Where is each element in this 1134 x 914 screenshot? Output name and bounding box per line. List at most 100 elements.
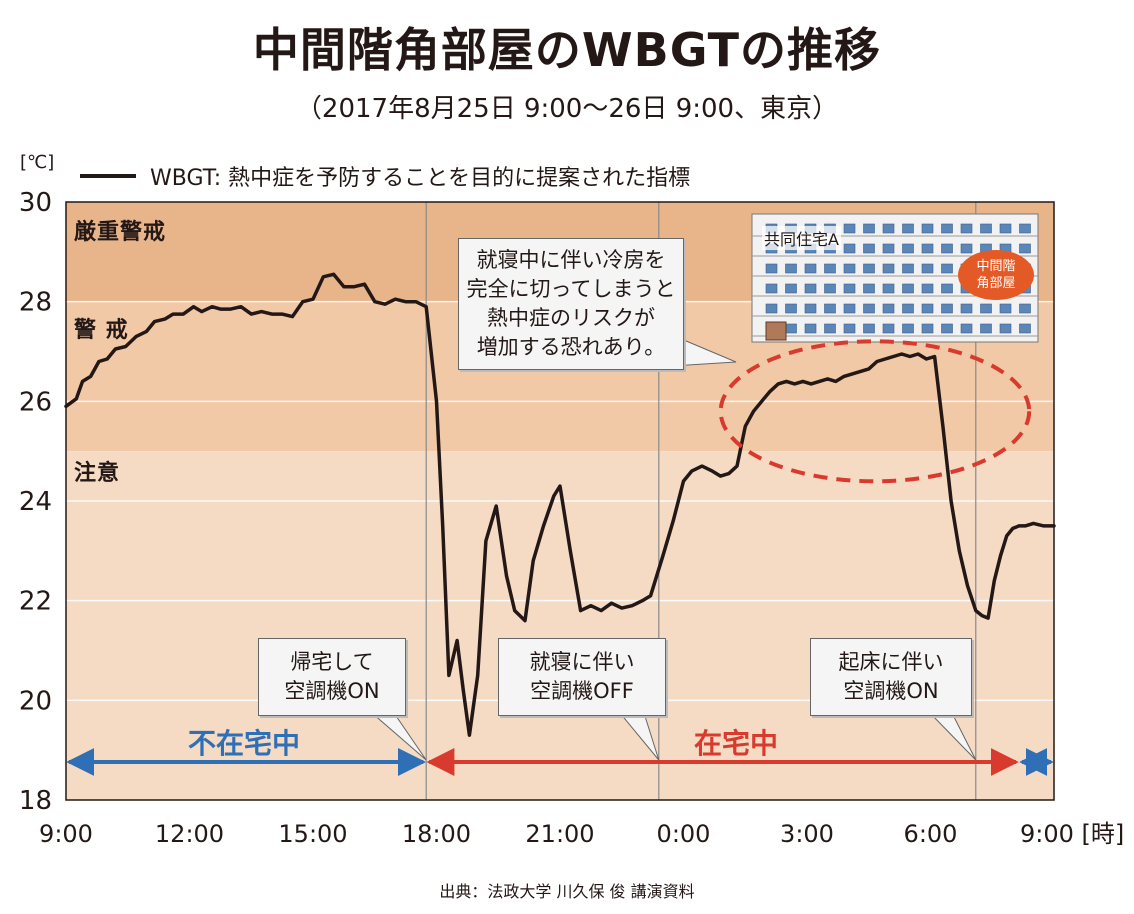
chart-title: 中間階角部屋のWBGTの推移 [252,23,882,77]
building-window [902,243,914,254]
zone-label-caution: 注意 [74,461,121,486]
building-window [980,223,992,234]
y-tick-label: 26 [19,387,52,417]
building-window [863,323,875,334]
building-window [902,283,914,294]
zone-label-severe: 厳重警戒 [74,220,167,245]
building-window [1019,323,1031,334]
building-window [882,303,895,314]
x-tick-label: 9:00 [時] [1020,820,1124,848]
building-window [804,263,817,274]
building-window [980,303,992,314]
building-window [765,303,778,314]
building-window [843,243,856,254]
chart-subtitle: （2017年8月25日 9:00〜26日 9:00、東京） [295,94,839,124]
building-label: 共同住宅A [762,226,841,250]
y-axis-unit: [℃] [20,152,55,173]
y-tick-label: 20 [19,686,52,716]
building-window [960,223,973,234]
x-tick-label: 21:00 [525,820,594,848]
period-label-home: 在宅中 [694,727,779,760]
building-window [941,263,953,274]
x-tick-label: 0:00 [657,820,711,848]
building-window [785,323,797,334]
building-window [921,283,934,294]
building-window [941,283,953,294]
building-window [960,303,973,314]
building-window [882,323,895,334]
building-window [863,303,875,314]
building-window [824,263,836,274]
building-window [863,263,875,274]
callout-ac-off-sleep: 就寝に伴い 空調機OFF [498,638,666,716]
building-window [1019,303,1031,314]
x-tick-label: 3:00 [780,820,834,848]
building-window [941,323,953,334]
risk-ellipse [718,339,1032,484]
building-window [785,283,797,294]
building-window [1019,243,1031,254]
building-window [843,303,856,314]
building-window [824,283,836,294]
source-credit: 出典：法政大学 川久保 俊 講演資料 [439,882,695,901]
building-window [960,243,973,254]
building-window [804,303,817,314]
building-window [902,303,914,314]
building-window [824,323,836,334]
y-tick-label: 28 [19,288,52,318]
building-window [765,283,778,294]
building-window [921,303,934,314]
building-window [960,323,973,334]
x-tick-label: 9:00 [39,820,93,848]
building-window [980,323,992,334]
period-label-away: 不在宅中 [188,727,301,760]
building-window [863,223,875,234]
building-window [785,303,797,314]
callout-ac-on-wake: 起床に伴い 空調機ON [810,638,972,716]
building-window [863,283,875,294]
y-tick-label: 30 [19,188,52,218]
legend-label: WBGT: 熱中症を予防することを目的に提案された指標 [150,166,691,191]
building-window [999,303,1012,314]
zone-label-warning: 警 戒 [74,318,129,343]
building-window [843,323,856,334]
building-window [921,263,934,274]
x-tick-label: 6:00 [904,820,958,848]
building-window [765,263,778,274]
building-window [902,263,914,274]
building-window [843,283,856,294]
building-window [824,303,836,314]
building-window [941,223,953,234]
building-window [785,263,797,274]
building-window [999,223,1012,234]
building-window [921,243,934,254]
x-tick-label: 15:00 [278,820,347,848]
building-window [882,283,895,294]
legend-line-swatch [80,174,136,178]
plot-frame [65,201,1055,801]
building-window [941,243,953,254]
building-window [882,223,895,234]
wbgt-series-line [64,272,1056,737]
building-window [804,323,817,334]
x-tick-label: 18:00 [402,820,471,848]
zone-caution [66,451,1054,800]
y-tick-label: 22 [19,587,52,617]
y-tick-label: 18 [19,786,52,816]
building-entrance [765,321,787,341]
building-window [882,263,895,274]
legend: WBGT: 熱中症を予防することを目的に提案された指標 [80,160,690,192]
building-window [921,323,934,334]
y-tick-label: 24 [19,487,52,517]
building-window [921,223,934,234]
callout-risk: 就寝中に伴い冷房を 完全に切ってしまうと 熱中症のリスクが 増加する恐れあり。 [458,238,684,370]
building-window [941,303,953,314]
building-window [882,243,895,254]
building-window [902,223,914,234]
building-window [843,223,856,234]
building-window [1019,223,1031,234]
building-window [804,283,817,294]
x-tick-label: 12:00 [155,820,224,848]
building-window [863,243,875,254]
